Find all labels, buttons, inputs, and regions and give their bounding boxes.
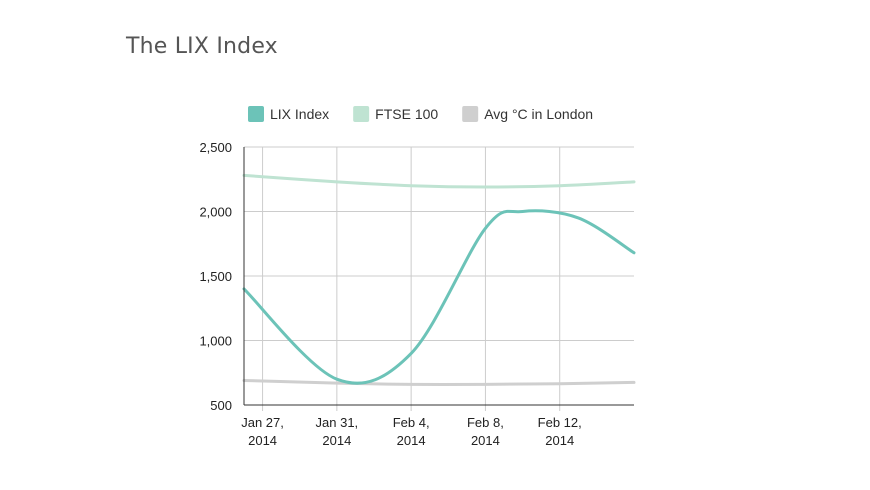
legend-label-ftse-100: FTSE 100: [375, 106, 438, 122]
chart-series: [242, 173, 636, 386]
x-tick-label: Feb 12, 2014: [538, 415, 582, 448]
legend-label-lix-index: LIX Index: [270, 106, 329, 122]
x-tick-label: Feb 4, 2014: [393, 415, 430, 448]
legend-swatch-lix-index: [248, 106, 264, 122]
legend-label-avg-c-in-london: Avg °C in London: [484, 106, 593, 122]
x-tick-label: Feb 8, 2014: [467, 415, 504, 448]
x-tick-label: Jan 27, 2014: [241, 415, 284, 448]
page-title: The LIX Index: [126, 34, 278, 59]
legend-swatch-ftse-100: [353, 106, 370, 122]
legend-swatch-avg-c-in-london: [462, 106, 479, 122]
y-axis-tick-labels: 500 1,000 1,500 2,000 2,500: [199, 140, 232, 413]
x-tick-label: Jan 31, 2014: [316, 415, 359, 448]
y-tick-label: 2,500: [199, 140, 232, 155]
series-line-lix-index: [242, 209, 636, 385]
x-axis-tick-labels: Jan 27, 2014 Jan 31, 2014 Feb 4, 2014 Feb 8, 20…: [241, 415, 582, 448]
y-tick-label: 500: [210, 398, 232, 413]
y-tick-label: 1,500: [199, 269, 232, 284]
y-tick-label: 2,000: [199, 205, 232, 220]
chart-legend: LIX Index FTSE 100 Avg °C in London: [248, 106, 593, 122]
series-line-avg-c-in-london: [242, 378, 636, 386]
chart-gridlines: [244, 146, 634, 411]
chart-axes: [243, 147, 634, 406]
series-line-ftse-100: [242, 173, 636, 189]
y-tick-label: 1,000: [199, 334, 232, 349]
